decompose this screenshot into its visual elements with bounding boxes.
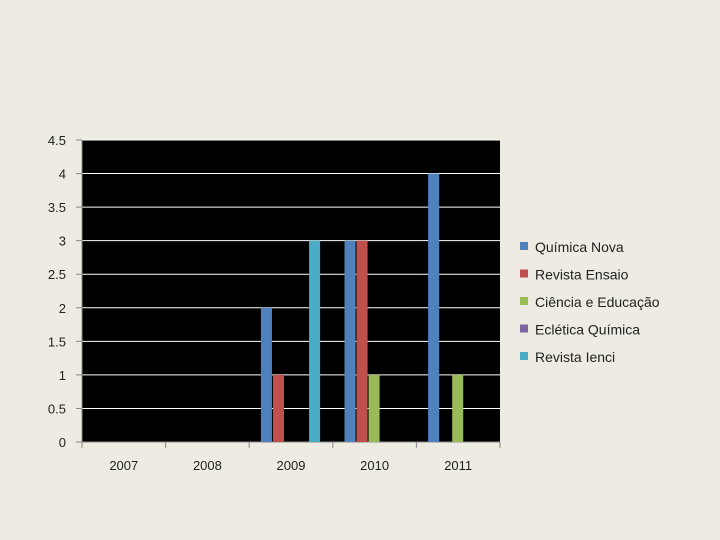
- legend-swatch: [520, 297, 528, 305]
- y-tick-label: 1: [59, 368, 66, 383]
- x-tick-label: 2009: [277, 458, 306, 473]
- bar: [272, 374, 284, 442]
- bar: [368, 374, 380, 442]
- x-tick-label: 2011: [444, 458, 472, 473]
- legend-label: Revista Ienci: [535, 349, 615, 365]
- y-tick-label: 0.5: [48, 401, 66, 416]
- legend-label: Ciência e Educação: [535, 294, 660, 310]
- y-tick-label: 3: [59, 234, 66, 249]
- bar: [356, 240, 368, 442]
- x-tick-label: 2010: [360, 458, 389, 473]
- legend-swatch: [520, 324, 528, 333]
- legend-swatch: [520, 269, 528, 278]
- legend-label: Eclética Química: [535, 322, 640, 338]
- legend-label: Revista Ensaio: [535, 267, 629, 283]
- y-tick-label: 3.5: [48, 200, 66, 215]
- bar: [344, 240, 356, 442]
- bar: [428, 173, 440, 443]
- bar: [309, 240, 321, 442]
- y-tick-label: 0: [59, 435, 66, 450]
- bar: [452, 374, 464, 442]
- legend-label: Química Nova: [535, 239, 624, 255]
- x-tick-label: 2008: [193, 458, 222, 473]
- y-tick-label: 4: [59, 167, 66, 182]
- legend-swatch: [520, 352, 528, 360]
- y-tick-label: 2.5: [48, 267, 66, 282]
- legend-swatch: [520, 242, 528, 250]
- y-tick-label: 2: [59, 301, 66, 316]
- y-tick-label: 4.5: [48, 133, 66, 148]
- y-tick-label: 1.5: [48, 334, 66, 349]
- bar: [260, 307, 272, 442]
- x-tick-label: 2007: [109, 458, 138, 473]
